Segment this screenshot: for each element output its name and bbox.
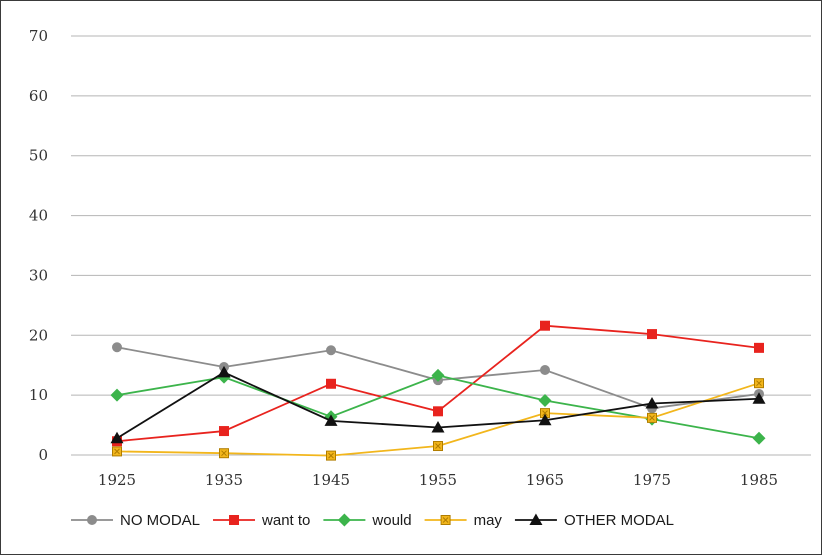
- data-point: [219, 448, 229, 459]
- data-point: [219, 426, 229, 437]
- y-tick-label: 20: [29, 326, 48, 344]
- data-point: [431, 368, 445, 382]
- y-tick-label: 50: [29, 147, 48, 165]
- data-point: [647, 329, 657, 340]
- data-point-cross: [649, 415, 655, 421]
- data-point: [110, 431, 124, 444]
- y-tick-label: 0: [38, 446, 48, 464]
- x-tick-label: 1975: [633, 471, 671, 489]
- legend-label: want to: [261, 512, 310, 529]
- data-point: [752, 392, 766, 404]
- data-point: [538, 394, 552, 408]
- data-point: [647, 412, 657, 423]
- data-point-cross: [221, 450, 227, 457]
- x-tick-label: 1955: [419, 471, 457, 489]
- legend-item: want to: [213, 512, 310, 529]
- x-tick-label: 1925: [98, 471, 136, 489]
- legend-item: NO MODAL: [71, 512, 200, 529]
- data-point: [112, 342, 122, 353]
- data-point: [326, 378, 336, 389]
- series-other-modal: [110, 365, 766, 444]
- legend: NO MODAL want to would may OTHER MODAL: [71, 512, 674, 529]
- legend-item: would: [323, 512, 412, 529]
- legend-label: NO MODAL: [120, 512, 200, 529]
- gridlines: [71, 35, 811, 456]
- data-point: [540, 365, 550, 376]
- series-group: [110, 320, 766, 461]
- x-tick-label: 1985: [740, 471, 778, 489]
- legend-marker: [337, 513, 351, 527]
- legend-item: may: [424, 512, 503, 529]
- data-point: [538, 413, 552, 426]
- y-tick-label: 70: [29, 27, 48, 45]
- legend-marker: [87, 515, 97, 525]
- legend-marker: [229, 515, 240, 525]
- x-axis-ticks: 1925 1935 1945 1955 1965 1975 1985: [98, 471, 778, 489]
- y-tick-label: 60: [29, 87, 48, 105]
- data-point: [217, 365, 231, 378]
- data-point: [754, 342, 764, 353]
- legend-marker-cross: [442, 517, 449, 523]
- series-may: [112, 378, 764, 461]
- y-axis-ticks: 0 10 20 30 40 50 60 70: [29, 27, 48, 464]
- data-point-cross: [435, 443, 441, 449]
- data-point: [324, 414, 338, 426]
- data-point-cross: [756, 380, 762, 387]
- legend-label: OTHER MODAL: [564, 512, 674, 529]
- data-point: [433, 406, 443, 417]
- data-point: [433, 441, 443, 452]
- x-tick-label: 1935: [205, 471, 243, 489]
- y-tick-label: 30: [29, 266, 48, 284]
- data-point: [326, 345, 336, 356]
- data-point: [645, 397, 659, 409]
- legend-marker: [529, 513, 543, 525]
- x-tick-label: 1945: [312, 471, 350, 489]
- data-point: [110, 388, 124, 402]
- data-point-cross: [542, 410, 548, 416]
- y-tick-label: 10: [29, 386, 48, 404]
- legend-marker: [440, 515, 451, 525]
- data-point: [112, 446, 122, 457]
- data-point: [326, 450, 336, 461]
- data-point: [752, 431, 766, 445]
- data-point-cross: [114, 448, 120, 455]
- legend-label: would: [371, 512, 411, 529]
- y-tick-label: 40: [29, 207, 48, 225]
- data-point: [431, 420, 445, 433]
- x-tick-label: 1965: [526, 471, 564, 489]
- data-point-cross: [328, 452, 334, 459]
- legend-item: OTHER MODAL: [514, 512, 674, 529]
- legend-label: may: [474, 512, 503, 529]
- data-point: [754, 378, 764, 389]
- data-point: [540, 320, 550, 331]
